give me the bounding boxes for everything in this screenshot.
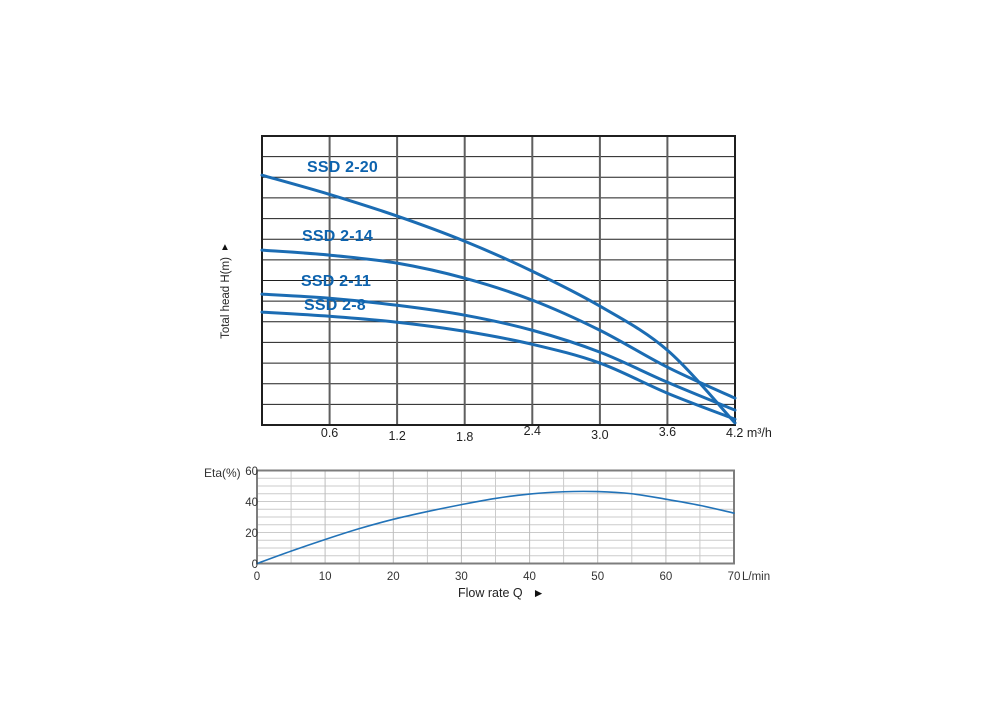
top-x-tick-4.2: 4.2 m³/h <box>726 426 772 440</box>
head-curve-ssd-2-20 <box>260 173 737 425</box>
bottom-y-tick-60: 60 <box>245 465 258 478</box>
right-arrow-icon: ► <box>532 586 545 600</box>
bottom-x-tick-30: 30 <box>455 571 468 583</box>
bottom-x-tick-10: 10 <box>318 571 332 583</box>
bottom-y-tick-0: 0 <box>251 558 258 571</box>
series-label-ssd-2-20: SSD 2-20 <box>307 159 378 176</box>
eta-axis-label: Eta(%) <box>204 466 241 480</box>
bottom-x-tick-0: 0 <box>253 571 261 583</box>
top-x-tick-2.4: 2.4 <box>523 424 541 438</box>
series-label-ssd-2-8: SSD 2-8 <box>304 297 366 314</box>
bottom-y-tick-20: 20 <box>245 527 258 540</box>
top-x-tick-1.8: 1.8 <box>456 430 474 444</box>
top-x-tick-3.0: 3.0 <box>591 428 609 442</box>
flow-rate-axis-title: Flow rate Q ► <box>458 586 545 600</box>
bottom-x-tick-70: 70 <box>727 571 741 583</box>
head-curve-ssd-2-8 <box>260 310 737 421</box>
bottom-x-tick-40: 40 <box>523 571 536 583</box>
total-head-axis-title: Total head H(m) <box>220 257 232 339</box>
head-curve-ssd-2-14 <box>260 248 737 400</box>
bottom-y-tick-40: 40 <box>245 496 258 509</box>
up-arrow-icon: ▲ <box>220 242 230 253</box>
efficiency-curve <box>256 490 735 565</box>
bottom-x-tick-50: 50 <box>591 571 605 583</box>
flow-unit-label: L/min <box>742 571 771 583</box>
bottom-x-tick-20: 20 <box>386 571 400 583</box>
top-x-tick-3.6: 3.6 <box>658 425 677 439</box>
flow-rate-axis-title-text: Flow rate Q <box>458 586 523 600</box>
top-x-tick-1.2: 1.2 <box>388 429 406 443</box>
bottom-chart-border <box>256 469 735 565</box>
bottom-x-tick-60: 60 <box>659 571 673 583</box>
top-chart-border <box>261 135 736 426</box>
series-label-ssd-2-14: SSD 2-14 <box>302 228 373 245</box>
head-curve-ssd-2-11 <box>260 292 737 412</box>
top-x-tick-0.6: 0.6 <box>320 426 339 440</box>
series-label-ssd-2-11: SSD 2-11 <box>301 273 372 290</box>
